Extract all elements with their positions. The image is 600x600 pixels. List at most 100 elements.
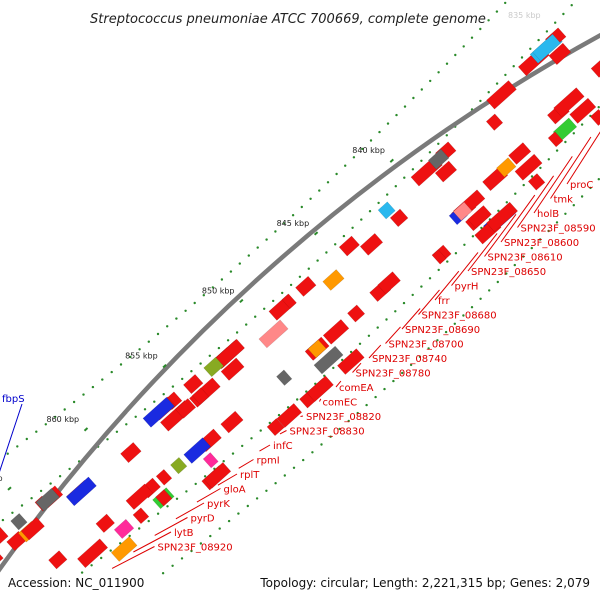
tick-dot: [487, 19, 490, 22]
tick-dot: [479, 27, 482, 31]
tick-dot: [49, 482, 52, 485]
tick-dot: [376, 326, 379, 329]
tick-dot: [199, 362, 202, 365]
gene-feature: [589, 108, 600, 126]
label-leader: [434, 270, 460, 301]
gene-feature: [485, 113, 504, 131]
tick-dot: [520, 56, 524, 59]
tick-dot: [329, 435, 332, 438]
tick-dot: [190, 370, 193, 373]
tick-dot: [539, 238, 542, 241]
tick-dot: [226, 339, 230, 342]
tick-dot: [495, 82, 499, 85]
tick-dot: [110, 370, 113, 374]
gene-label: pyrK: [207, 499, 230, 510]
gene-feature: [155, 489, 173, 507]
gene-feature: [434, 160, 458, 183]
tick-dot: [209, 534, 212, 538]
tick-dot: [241, 444, 244, 448]
tick-dot: [369, 139, 373, 142]
tick-dot: [309, 197, 312, 200]
tick-dot: [30, 497, 33, 500]
tick-dot: [91, 385, 95, 389]
tick-dot: [305, 390, 308, 393]
tick-dot: [291, 214, 295, 217]
tick-dot: [555, 221, 559, 224]
tick-dot: [175, 497, 179, 500]
tick-dot: [470, 36, 474, 39]
tick-dot: [512, 65, 515, 68]
gene-label: proC: [570, 180, 593, 191]
tick-dot: [318, 189, 321, 192]
gene-labels: proC tmk holB SPN23F_08590 SPN23F_08600 SPN23…: [2, 180, 596, 554]
tick-label: 850 kbp: [202, 286, 235, 295]
tick-dot: [470, 306, 474, 309]
gene-feature: [467, 205, 492, 229]
tick-dot: [6, 452, 9, 455]
label-leader: [418, 289, 440, 315]
gene-label: SPN23F_08920: [158, 543, 233, 554]
gene-feature: [120, 442, 142, 464]
tick-dot: [335, 172, 338, 176]
tick-dot: [411, 293, 414, 297]
tick-dot: [82, 393, 85, 396]
label-leader: [566, 131, 600, 185]
tick-dot: [342, 234, 346, 238]
tick-dot: [162, 393, 165, 396]
gene-feature: [0, 526, 9, 551]
tick-dot: [454, 252, 458, 255]
tick-dot: [570, 3, 573, 7]
tick-dot: [190, 549, 193, 553]
label-leader: [385, 326, 401, 344]
gene-feature: [569, 97, 597, 124]
gene-feature: [220, 357, 245, 381]
tick-dot: [153, 400, 156, 403]
gene-feature: [113, 518, 135, 540]
tick-dot: [418, 355, 422, 358]
tick-dot: [580, 195, 584, 198]
tick-dot: [250, 437, 253, 440]
label-leader: [352, 362, 362, 373]
tick-dot: [352, 156, 356, 159]
tick-dot: [63, 408, 66, 411]
tick-dot: [395, 113, 398, 117]
tick-dot: [437, 268, 440, 272]
tick-dot: [217, 346, 221, 350]
gene-feature: [125, 483, 154, 511]
tick-dot: [530, 175, 534, 178]
tick-dot: [199, 542, 203, 545]
tick-mark: [389, 158, 394, 163]
tick-dot: [358, 342, 362, 345]
tick-dot: [529, 47, 532, 50]
tick-dot: [446, 260, 449, 263]
gene-label: SPN23F_08780: [356, 369, 431, 380]
gene-feature: [276, 369, 293, 386]
tick-dot: [420, 285, 423, 288]
tick-dot: [283, 222, 286, 225]
tick-dot: [572, 132, 575, 135]
tick-dot: [488, 289, 491, 292]
gene-label: pyrD: [191, 514, 215, 525]
tick-dot: [392, 379, 395, 383]
tick-dot: [420, 88, 423, 91]
tick-dot: [487, 91, 490, 94]
gene-feature: [175, 398, 197, 419]
tick-dot: [181, 377, 184, 381]
gene-label: SPN23F_08600: [504, 238, 579, 249]
gene-feature: [170, 456, 188, 475]
tick-dot: [462, 314, 465, 317]
gene-label: SPN23F_08690: [405, 325, 480, 336]
tick-dot: [385, 318, 388, 321]
tick-dot: [166, 505, 169, 508]
gene-label: holB: [537, 209, 559, 220]
tick-dot: [180, 557, 184, 560]
tick-dot: [323, 374, 326, 377]
tick-dot: [220, 278, 224, 281]
label-leader-lines: [0, 131, 600, 569]
tick-dot: [444, 330, 448, 334]
tick-dot: [325, 251, 328, 254]
tick-dot: [437, 142, 440, 145]
gene-feature: [276, 403, 303, 428]
gene-label: SPN23F_08650: [471, 267, 546, 278]
tick-dot: [547, 229, 550, 233]
